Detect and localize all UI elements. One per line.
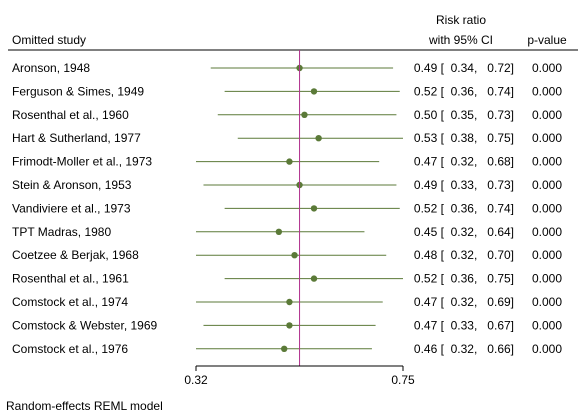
table-row: Comstock et al., 1976 0.46 [ 0.32, 0.66] 0… <box>12 342 562 356</box>
p-value: 0.000 <box>532 201 562 215</box>
table-row: Rosenthal et al., 1961 0.52 [ 0.36, 0.75]… <box>12 272 562 286</box>
table-row: Rosenthal et al., 1960 0.50 [ 0.35, 0.73]… <box>12 108 562 122</box>
p-value: 0.000 <box>532 131 562 145</box>
p-value: 0.000 <box>532 248 562 262</box>
p-value: 0.000 <box>532 108 562 122</box>
study-label: Rosenthal et al., 1960 <box>12 108 129 122</box>
p-value: 0.000 <box>532 295 562 309</box>
x-axis-ticks: 0.32 0.75 <box>184 366 415 387</box>
study-label: Comstock et al., 1974 <box>12 295 128 309</box>
x-tick-label: 0.75 <box>391 373 415 387</box>
header-omitted-study: Omitted study <box>12 33 86 47</box>
point-estimate-marker <box>275 228 283 235</box>
point-estimate-marker <box>280 345 288 352</box>
table-row: Coetzee & Berjak, 1968 0.48 [ 0.32, 0.70]… <box>12 248 562 262</box>
study-label: Comstock & Webster, 1969 <box>12 318 158 332</box>
study-label: TPT Madras, 1980 <box>12 225 111 239</box>
study-label: Hart & Sutherland, 1977 <box>12 131 141 145</box>
table-row: Frimodt-Moller et al., 1973 0.47 [ 0.32, … <box>12 155 562 169</box>
ci-text: 0.45 [ 0.32, 0.64] <box>414 225 514 239</box>
point-estimate-marker <box>286 322 293 329</box>
point-estimate-marker <box>291 252 298 259</box>
point-estimate-marker <box>310 88 318 95</box>
ci-text: 0.47 [ 0.32, 0.69] <box>414 295 514 309</box>
table-row: Ferguson & Simes, 1949 0.52 [ 0.36, 0.74]… <box>12 84 562 98</box>
header-ci: with 95% CI <box>428 33 493 47</box>
p-value: 0.000 <box>532 272 562 286</box>
table-row: Vandiviere et al., 1973 0.52 [ 0.36, 0.74… <box>12 201 562 215</box>
table-row: Aronson, 1948 0.49 [ 0.34, 0.72] 0.000 <box>12 61 562 75</box>
table-row: Hart & Sutherland, 1977 0.53 [ 0.38, 0.75… <box>12 131 562 145</box>
x-tick-label: 0.32 <box>184 373 208 387</box>
header-risk-ratio: Risk ratio <box>436 13 486 27</box>
p-value: 0.000 <box>532 342 562 356</box>
table-row: Stein & Aronson, 1953 0.49 [ 0.33, 0.73] 0… <box>12 178 562 192</box>
point-estimate-marker <box>301 111 308 119</box>
p-value: 0.000 <box>532 84 562 98</box>
point-estimate-marker <box>315 135 322 142</box>
forest-rows: Aronson, 1948 0.49 [ 0.34, 0.72] 0.000Ferg… <box>12 61 562 356</box>
p-value: 0.000 <box>532 318 562 332</box>
p-value: 0.000 <box>532 61 562 75</box>
ci-text: 0.50 [ 0.35, 0.73] <box>414 108 514 122</box>
ci-text: 0.53 [ 0.38, 0.75] <box>414 131 514 145</box>
p-value: 0.000 <box>532 155 562 169</box>
ci-text: 0.49 [ 0.34, 0.72] <box>414 61 514 75</box>
p-value: 0.000 <box>532 225 562 239</box>
ci-text: 0.48 [ 0.32, 0.70] <box>414 248 514 262</box>
ci-text: 0.49 [ 0.33, 0.73] <box>414 178 514 192</box>
ci-text: 0.52 [ 0.36, 0.75] <box>414 272 514 286</box>
ci-text: 0.52 [ 0.36, 0.74] <box>414 201 514 215</box>
ci-text: 0.47 [ 0.32, 0.68] <box>414 155 514 169</box>
table-row: TPT Madras, 1980 0.45 [ 0.32, 0.64] 0.000 <box>12 225 562 239</box>
point-estimate-marker <box>286 158 293 165</box>
study-label: Comstock et al., 1976 <box>12 342 128 356</box>
ci-text: 0.47 [ 0.33, 0.67] <box>414 318 514 332</box>
study-label: Rosenthal et al., 1961 <box>12 272 129 286</box>
point-estimate-marker <box>310 275 318 282</box>
study-label: Vandiviere et al., 1973 <box>12 201 131 215</box>
p-value: 0.000 <box>532 178 562 192</box>
ci-text: 0.52 [ 0.36, 0.74] <box>414 84 514 98</box>
point-estimate-marker <box>310 205 318 212</box>
study-label: Aronson, 1948 <box>12 61 90 75</box>
study-label: Frimodt-Moller et al., 1973 <box>12 155 152 169</box>
table-row: Comstock et al., 1974 0.47 [ 0.32, 0.69] 0… <box>12 295 562 309</box>
table-row: Comstock & Webster, 1969 0.47 [ 0.33, 0.6… <box>12 318 562 332</box>
study-label: Stein & Aronson, 1953 <box>12 178 132 192</box>
ci-text: 0.46 [ 0.32, 0.66] <box>414 342 514 356</box>
model-footnote: Random-effects REML model <box>6 399 163 413</box>
study-label: Coetzee & Berjak, 1968 <box>12 248 139 262</box>
study-label: Ferguson & Simes, 1949 <box>12 84 144 98</box>
header-p-value: p-value <box>527 33 567 47</box>
point-estimate-marker <box>286 298 293 306</box>
